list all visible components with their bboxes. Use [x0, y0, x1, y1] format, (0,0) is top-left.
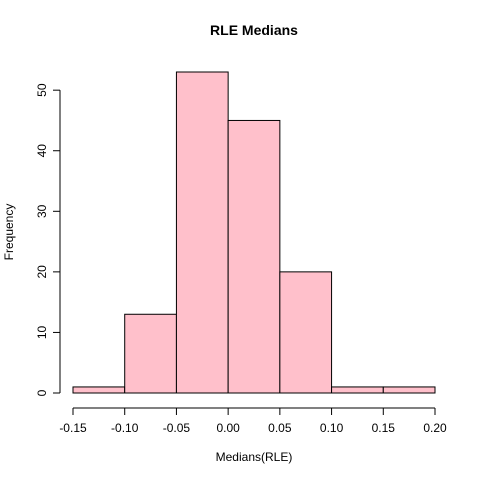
histogram-bar	[279, 271, 333, 394]
x-axis-label: Medians(RLE)	[216, 450, 293, 464]
chart-title: RLE Medians	[210, 22, 298, 38]
histogram-bar	[331, 386, 384, 394]
y-tick-label: 10	[35, 325, 49, 339]
x-tick-label: -0.10	[111, 421, 139, 435]
y-tick-label: 40	[35, 144, 49, 158]
histogram-bar	[72, 386, 126, 394]
y-tick-label: 30	[35, 204, 49, 218]
x-tick-label: 0.20	[423, 421, 447, 435]
y-tick-label: 0	[35, 389, 49, 396]
y-axis-ticks: 0 10 20 30 40 50	[35, 83, 60, 396]
x-tick-label: 0.05	[268, 421, 292, 435]
bars-group	[72, 71, 436, 394]
histogram-bar	[227, 119, 281, 394]
x-axis-ticks: -0.15 -0.10 -0.05 0.00 0.05 0.10 0.15 0.20	[59, 408, 447, 435]
histogram-bar	[124, 313, 177, 394]
y-tick-label: 50	[35, 83, 49, 97]
histogram-bar	[382, 386, 436, 394]
x-tick-label: 0.10	[320, 421, 344, 435]
x-tick-label: -0.15	[59, 421, 87, 435]
x-tick-label: -0.05	[163, 421, 191, 435]
y-axis-label: Frequency	[2, 204, 16, 261]
y-tick-label: 20	[35, 265, 49, 279]
x-tick-label: 0.00	[216, 421, 240, 435]
histogram-bar	[175, 71, 229, 394]
x-tick-label: 0.15	[372, 421, 396, 435]
